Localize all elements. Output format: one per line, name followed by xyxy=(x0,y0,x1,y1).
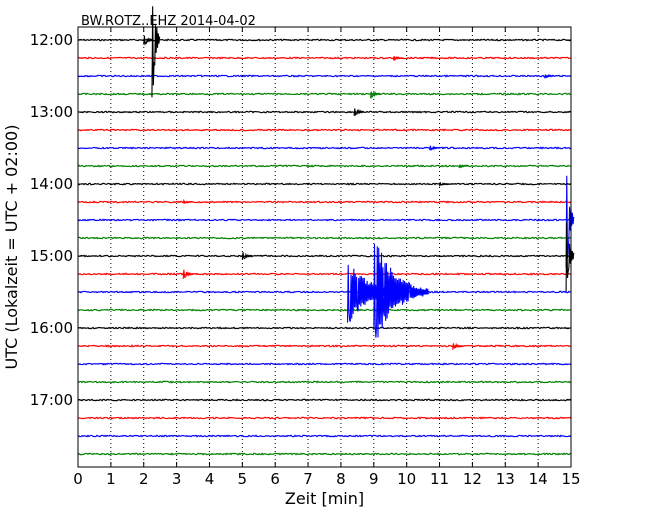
x-tick-label: 13 xyxy=(496,470,515,488)
trace-1415 xyxy=(77,200,572,204)
event-burst xyxy=(369,90,381,99)
trace-1715 xyxy=(77,416,572,420)
trace-1545 xyxy=(77,308,572,312)
x-tick-label: 2 xyxy=(139,470,149,488)
trace-1215 xyxy=(77,56,572,60)
trace-1630 xyxy=(77,362,572,366)
trace-1345 xyxy=(77,164,572,168)
event-burst xyxy=(429,145,440,152)
event-burst xyxy=(241,252,253,260)
trace-1645 xyxy=(77,380,572,384)
vertical-grid xyxy=(110,27,539,467)
trace-1600 xyxy=(77,326,572,330)
x-tick-label: 6 xyxy=(270,470,280,488)
x-tick-label: 12 xyxy=(463,470,482,488)
event-burst xyxy=(392,55,404,62)
trace-1700 xyxy=(77,398,572,402)
x-axis-label: Zeit [min] xyxy=(285,489,364,508)
event-burst xyxy=(544,74,555,79)
trace-1430 xyxy=(77,218,572,222)
event-burst xyxy=(182,269,194,279)
x-tick-label: 4 xyxy=(205,470,215,488)
x-tick-label: 14 xyxy=(529,470,548,488)
y-tick-label: 15:00 xyxy=(30,247,73,265)
x-ticks: 0 1 2 3 4 5 6 7 8 9 10 11 12 13 14 15 xyxy=(73,27,581,488)
trace-1530 xyxy=(77,290,572,294)
trace-1400 xyxy=(77,182,572,186)
event-burst xyxy=(438,182,450,187)
x-tick-label: 5 xyxy=(238,470,248,488)
trace-1615 xyxy=(77,344,572,348)
trace-1730 xyxy=(77,434,572,438)
trace-1300 xyxy=(77,110,572,114)
x-tick-label: 0 xyxy=(73,470,83,488)
y-tick-label: 16:00 xyxy=(30,319,73,337)
y-tick-label: 13:00 xyxy=(30,103,73,121)
trace-1745 xyxy=(77,452,572,456)
trace-1515 xyxy=(77,272,572,276)
x-tick-label: 3 xyxy=(172,470,182,488)
event-burst xyxy=(182,198,194,204)
plot-frame xyxy=(77,26,572,468)
y-tick-label: 17:00 xyxy=(30,391,73,409)
event-burst xyxy=(353,108,365,117)
x-tick-label: 11 xyxy=(430,470,449,488)
event-burst xyxy=(452,342,463,350)
x-tick-label: 15 xyxy=(561,470,580,488)
x-tick-label: 8 xyxy=(336,470,346,488)
trace-1230 xyxy=(77,74,572,78)
trace-1245 xyxy=(77,92,572,96)
trace-1200 xyxy=(77,38,572,42)
y-tick-label: 12:00 xyxy=(30,31,73,49)
x-tick-label: 10 xyxy=(397,470,416,488)
trace-1500 xyxy=(77,254,572,258)
chart-title: BW.ROTZ..EHZ 2014-04-02 xyxy=(81,14,256,29)
traces-group xyxy=(77,38,572,456)
trace-1445 xyxy=(77,236,572,240)
trace-1315 xyxy=(77,128,572,132)
trace-1330 xyxy=(77,146,572,150)
y-tick-label: 14:00 xyxy=(30,175,73,193)
event-burst xyxy=(565,222,575,292)
x-tick-label: 7 xyxy=(303,470,313,488)
x-tick-label: 9 xyxy=(369,470,379,488)
y-axis-label: UTC (Lokalzeit = UTC + 02:00) xyxy=(2,125,21,370)
event-burst xyxy=(373,243,429,338)
y-ticks: 12:00 13:00 14:00 15:00 16:00 17:00 xyxy=(30,31,571,409)
x-tick-label: 1 xyxy=(106,470,116,488)
event-burst xyxy=(458,164,470,169)
events-group xyxy=(143,6,575,350)
event-burst xyxy=(151,6,161,98)
